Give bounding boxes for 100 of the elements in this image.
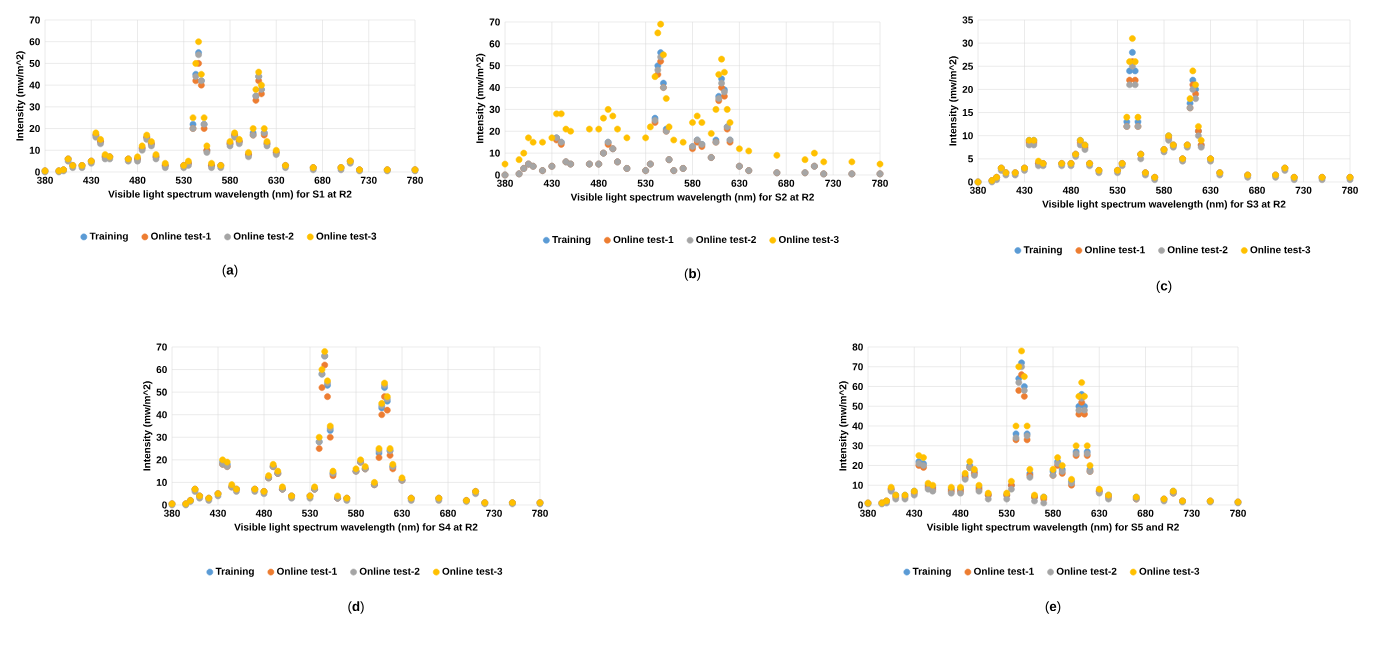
y-tick-label: 40 [29, 81, 40, 89]
legend-label: Training [552, 235, 591, 246]
x-tick-label: 730 [1295, 186, 1312, 194]
x-tick-label: 730 [1183, 509, 1200, 517]
y-tick-label: 40 [156, 411, 167, 419]
legend-label: Online test-1 [613, 235, 674, 244]
x-tick-label: 680 [778, 179, 795, 187]
legend-label: Training [912, 567, 951, 577]
x-tick-label: 780 [872, 179, 888, 187]
legend-label: Online test-1 [974, 567, 1034, 575]
legend-label: Online test-2 [696, 235, 756, 244]
y-axis-title: Intensity (mw/m^2) [949, 56, 959, 146]
y-tick-label: 35 [962, 16, 974, 24]
y-tick-label: 10 [962, 132, 973, 140]
y-axis-title: Intensity (mw/m^2) [839, 381, 849, 471]
x-tick-label: 580 [347, 509, 364, 517]
y-tick-label: 70 [852, 363, 863, 371]
x-tick-label: 630 [268, 176, 285, 184]
y-tick-label: 40 [852, 422, 863, 430]
x-tick-label: 380 [163, 509, 180, 517]
y-axis-title: Intensity (mw/m^2) [476, 53, 486, 143]
legend-label: Online test-3 [442, 567, 503, 575]
x-tick-label: 380 [36, 176, 53, 184]
x-tick-label: 430 [209, 509, 226, 517]
y-tick-label: 50 [852, 402, 863, 410]
y-tick-label: 15 [962, 109, 974, 117]
y-tick-label: 30 [29, 103, 40, 111]
legend-label: Online test-1 [277, 567, 337, 575]
y-tick-label: 10 [29, 146, 40, 154]
legend-label: Training [1023, 245, 1062, 256]
y-tick-label: 70 [156, 343, 167, 351]
y-axis-title: Intensity (mw/m^2) [16, 51, 26, 141]
y-tick-label: 30 [962, 39, 973, 47]
x-tick-label: 680 [314, 176, 331, 184]
y-tick-label: 60 [489, 40, 500, 48]
y-tick-label: 60 [29, 38, 40, 46]
legend-label: Online test-1 [1085, 245, 1145, 254]
x-axis-title: Visible light spectrum wavelength (nm) for S5 and R2 [926, 523, 1179, 533]
y-tick-label: 20 [29, 125, 40, 133]
x-axis-title: Visible light spectrum wavelength (nm) for S2 at R2 [570, 193, 814, 203]
x-tick-label: 380 [969, 186, 986, 194]
x-tick-label: 480 [255, 509, 272, 517]
legend-label: Online test-2 [233, 232, 294, 240]
legend-label: Training [215, 567, 254, 577]
x-tick-label: 430 [906, 509, 923, 517]
x-tick-label: 780 [1342, 186, 1358, 194]
y-tick-label: 50 [156, 388, 167, 396]
x-tick-label: 680 [1137, 509, 1154, 517]
text: (b) [684, 268, 701, 281]
x-tick-label: 580 [1044, 509, 1061, 517]
x-tick-label: 780 [532, 509, 548, 517]
x-tick-label: 630 [394, 509, 410, 517]
x-tick-label: 530 [301, 509, 318, 517]
x-tick-label: 430 [83, 176, 100, 184]
y-axis-title: Intensity (mw/m^2) [143, 381, 153, 471]
y-tick-label: 0 [858, 501, 863, 509]
x-tick-label: 530 [637, 179, 654, 187]
x-tick-label: 730 [360, 176, 377, 184]
y-tick-label: 60 [156, 366, 167, 374]
y-tick-label: 0 [162, 501, 167, 509]
x-tick-label: 380 [859, 509, 876, 517]
y-tick-label: 0 [495, 171, 500, 179]
text: (e) [1045, 601, 1061, 614]
x-tick-label: 780 [407, 176, 423, 184]
y-tick-label: 40 [489, 84, 500, 92]
x-tick-label: 680 [1249, 186, 1265, 194]
x-tick-label: 480 [590, 179, 607, 187]
x-tick-label: 580 [684, 179, 701, 187]
x-tick-label: 580 [1155, 186, 1172, 194]
y-tick-label: 5 [968, 155, 974, 163]
x-tick-label: 730 [825, 179, 842, 187]
x-tick-label: 530 [1109, 186, 1126, 194]
legend-label: Online test-3 [778, 235, 839, 244]
y-tick-label: 30 [156, 433, 167, 441]
y-tick-label: 0 [35, 168, 40, 176]
x-tick-label: 430 [543, 179, 560, 187]
x-tick-label: 780 [1230, 509, 1246, 517]
x-tick-label: 480 [1062, 186, 1079, 194]
legend-label: Online test-3 [1250, 245, 1311, 254]
y-tick-label: 70 [29, 16, 40, 24]
x-tick-label: 630 [731, 179, 748, 187]
y-tick-label: 20 [852, 461, 863, 470]
x-tick-label: 480 [952, 509, 969, 517]
x-axis-title: Visible light spectrum wavelength (nm) for S1 at R2 [108, 190, 352, 200]
x-tick-label: 730 [486, 509, 502, 517]
x-axis-title: Visible light spectrum wavelength (nm) for S4 at R2 [234, 523, 478, 533]
legend-label: Online test-3 [1139, 567, 1200, 575]
x-tick-label: 530 [998, 509, 1015, 517]
x-tick-label: 530 [175, 176, 192, 184]
y-tick-label: 10 [852, 481, 863, 489]
legend-label: Online test-2 [359, 567, 420, 575]
y-tick-label: 20 [962, 85, 973, 93]
legend-label: Online test-3 [316, 232, 377, 240]
legend-label: Training [89, 232, 128, 242]
legend-label: Online test-1 [151, 232, 211, 240]
y-tick-label: 20 [156, 456, 167, 464]
y-tick-label: 10 [156, 478, 167, 486]
y-tick-label: 25 [962, 62, 974, 70]
legend-label: Online test-2 [1056, 567, 1117, 575]
x-axis-title: Visible light spectrum wavelength (nm) for S3 at R2 [1042, 200, 1286, 210]
